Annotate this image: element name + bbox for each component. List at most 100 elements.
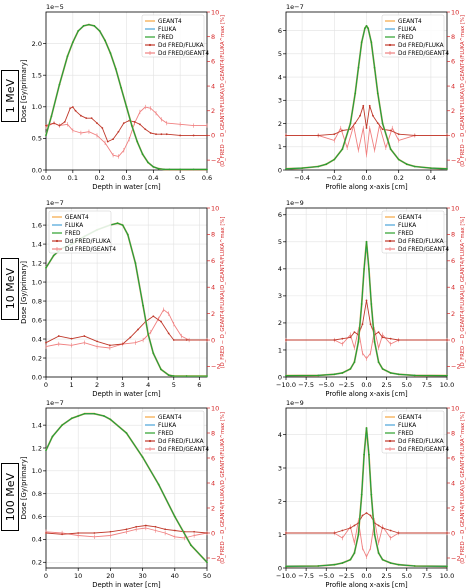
point-dd-fred-fluka [117,130,120,133]
y-tick-label: 1 [278,346,282,354]
x-tick-label: 30 [138,572,146,580]
point-fred [50,115,53,118]
y2-tick-label: 6 [211,257,215,265]
legend-marker [148,439,152,443]
legend-entry: FLUKA [158,27,176,33]
point-fred [120,86,123,89]
y-tick-label: 1 [278,143,282,151]
point-dd-fred-fluka [90,117,93,120]
point-dd-fred-fluka [353,524,356,527]
x-tick-label: −10.0 [276,381,296,389]
point-fred [179,168,182,171]
y2-tick-label: 8 [211,33,215,41]
legend-entry: GEANT4 [158,19,182,25]
y2-tick-label: 4 [211,82,215,90]
x-tick-label: −5.0 [318,572,334,580]
point-dd-fred-fluka [122,122,125,124]
point-dd-fred-fluka [112,138,114,141]
point-dd-fred-fluka [333,133,336,136]
x-tick-label: 0.0 [41,174,51,182]
x-tick-label: 0.6 [202,174,212,182]
legend-entry: GEANT4 [398,19,422,25]
legend-entry: Dd FRED/FLUKA [398,239,444,245]
legend-box [381,210,445,254]
point-fred [134,262,137,264]
y2-axis-label: (D_FRED − D_GEANT4/FLUKA)/D_GEANT4/FLUKA… [460,15,466,167]
y-tick-label: 3 [278,292,282,300]
point-fred [370,493,373,496]
point-fred [349,122,352,125]
chart-panel-4: −10.0 −7.5 −5.0 −2.5 0.0 2.5 5.0 7.5 10.0 0 1 2 3 4 5 6… [276,199,466,398]
point-dd-fred-fluka [101,127,104,129]
y2-tick-label: −2 [451,156,461,164]
y2-tick-label: 2 [451,310,455,318]
point-fred [317,165,320,168]
point-dd-fred-fluka [125,528,128,531]
point-fred [285,565,287,568]
y2-tick-label: 2 [211,107,215,115]
x-axis-label: Profile along x-axis [cm] [325,183,408,191]
x-tick-label: 3 [121,381,125,389]
y-tick-label: 2 [278,319,282,327]
point-fred [397,158,400,161]
x-axis-label: Depth in water [cm] [92,581,161,588]
legend-marker [388,43,392,47]
y-tick-label: 1.0 [32,278,42,286]
point-fred [61,424,63,427]
point-dd-fred-fluka [185,339,188,341]
y-axis-label: Dose [Gy/primary] [20,456,28,519]
y2-tick-label: 0 [211,132,215,140]
axis-offset-label: 1e−5 [46,3,64,11]
legend-entry: Dd FRED/GEANT4 [158,51,209,57]
x-tick-label: 10 [74,572,82,580]
y-tick-label: 5 [278,238,282,246]
x-tick-label: 0.5 [175,174,185,182]
point-fred [370,41,373,44]
point-dd-fred-fluka [353,331,356,334]
y-tick-label: 1.6 [32,221,42,229]
point-fred [163,168,165,171]
point-fred [381,558,384,561]
point-fred [341,148,344,150]
legend-entry: Dd FRED/GEANT4 [398,51,449,57]
legend-entry: FRED [398,35,414,41]
point-dd-fred-fluka [83,335,86,337]
point-dd-fred-fluka [397,133,400,136]
point-dd-fred-fluka [341,529,344,532]
y2-tick-label: 0 [451,132,455,140]
point-dd-fred-fluka [85,117,88,120]
point-fred [172,375,175,377]
x-tick-label: 0 [44,381,48,389]
x-tick-label: 0.0 [361,381,371,389]
point-dd-fred-fluka [155,133,157,136]
point-fred [157,167,160,170]
point-fred [70,417,73,420]
point-fred [285,167,287,170]
point-fred [167,374,170,377]
point-fred [206,375,208,377]
point-fred [360,493,363,496]
x-tick-label: −2.5 [338,381,354,389]
point-dd-fred-fluka [109,530,112,533]
point-fred [130,124,133,127]
point-fred [71,41,74,44]
legend: GEANT4 FLUKA FRED Dd FRED/FLUKA Dd FRED/GEAN… [141,410,209,454]
point-dd-fred-fluka [285,532,287,534]
y2-tick-label: 6 [451,58,455,66]
point-fred [349,558,352,561]
row-label-100mev: 100 MeV [1,463,19,531]
point-fred [45,449,47,452]
chart-panel-3: 0 1 2 3 4 5 6 0.0 0.2 0.4 0.6 0.8 1.0 1.2 1.4 1.6 −2 0 2 4 6… [20,199,226,398]
chart-panel-2: −0.4 −0.2 0.0 0.2 0.4 0 1 2 3 4 5 6 −2 0 2 4 6 8 10 1e−7 Pro… [278,3,466,191]
point-dd-fred-fluka [79,114,82,117]
point-dd-fred-fluka [173,529,176,532]
point-dd-fred-fluka [361,514,364,517]
legend-entry: Dd FRED/GEANT4 [398,447,449,453]
x-tick-label: 0.4 [148,174,158,182]
point-fred [109,418,112,421]
y-tick-label: 1.4 [32,421,42,429]
point-fred [142,304,145,307]
point-fred [341,562,344,564]
y-axis-label: Dose [Gy/primary] [20,261,28,324]
